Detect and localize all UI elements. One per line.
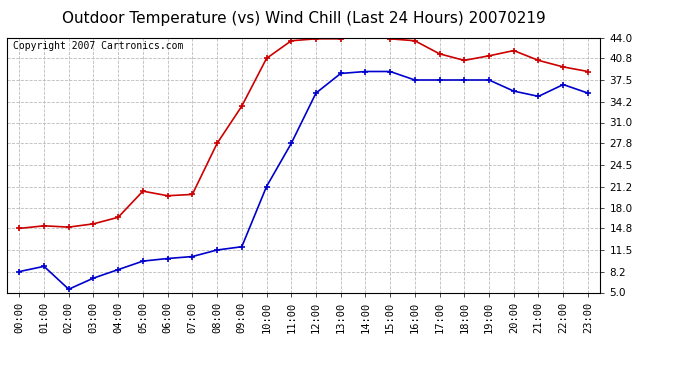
Text: Outdoor Temperature (vs) Wind Chill (Last 24 Hours) 20070219: Outdoor Temperature (vs) Wind Chill (Las…	[61, 11, 546, 26]
Text: Copyright 2007 Cartronics.com: Copyright 2007 Cartronics.com	[13, 41, 184, 51]
